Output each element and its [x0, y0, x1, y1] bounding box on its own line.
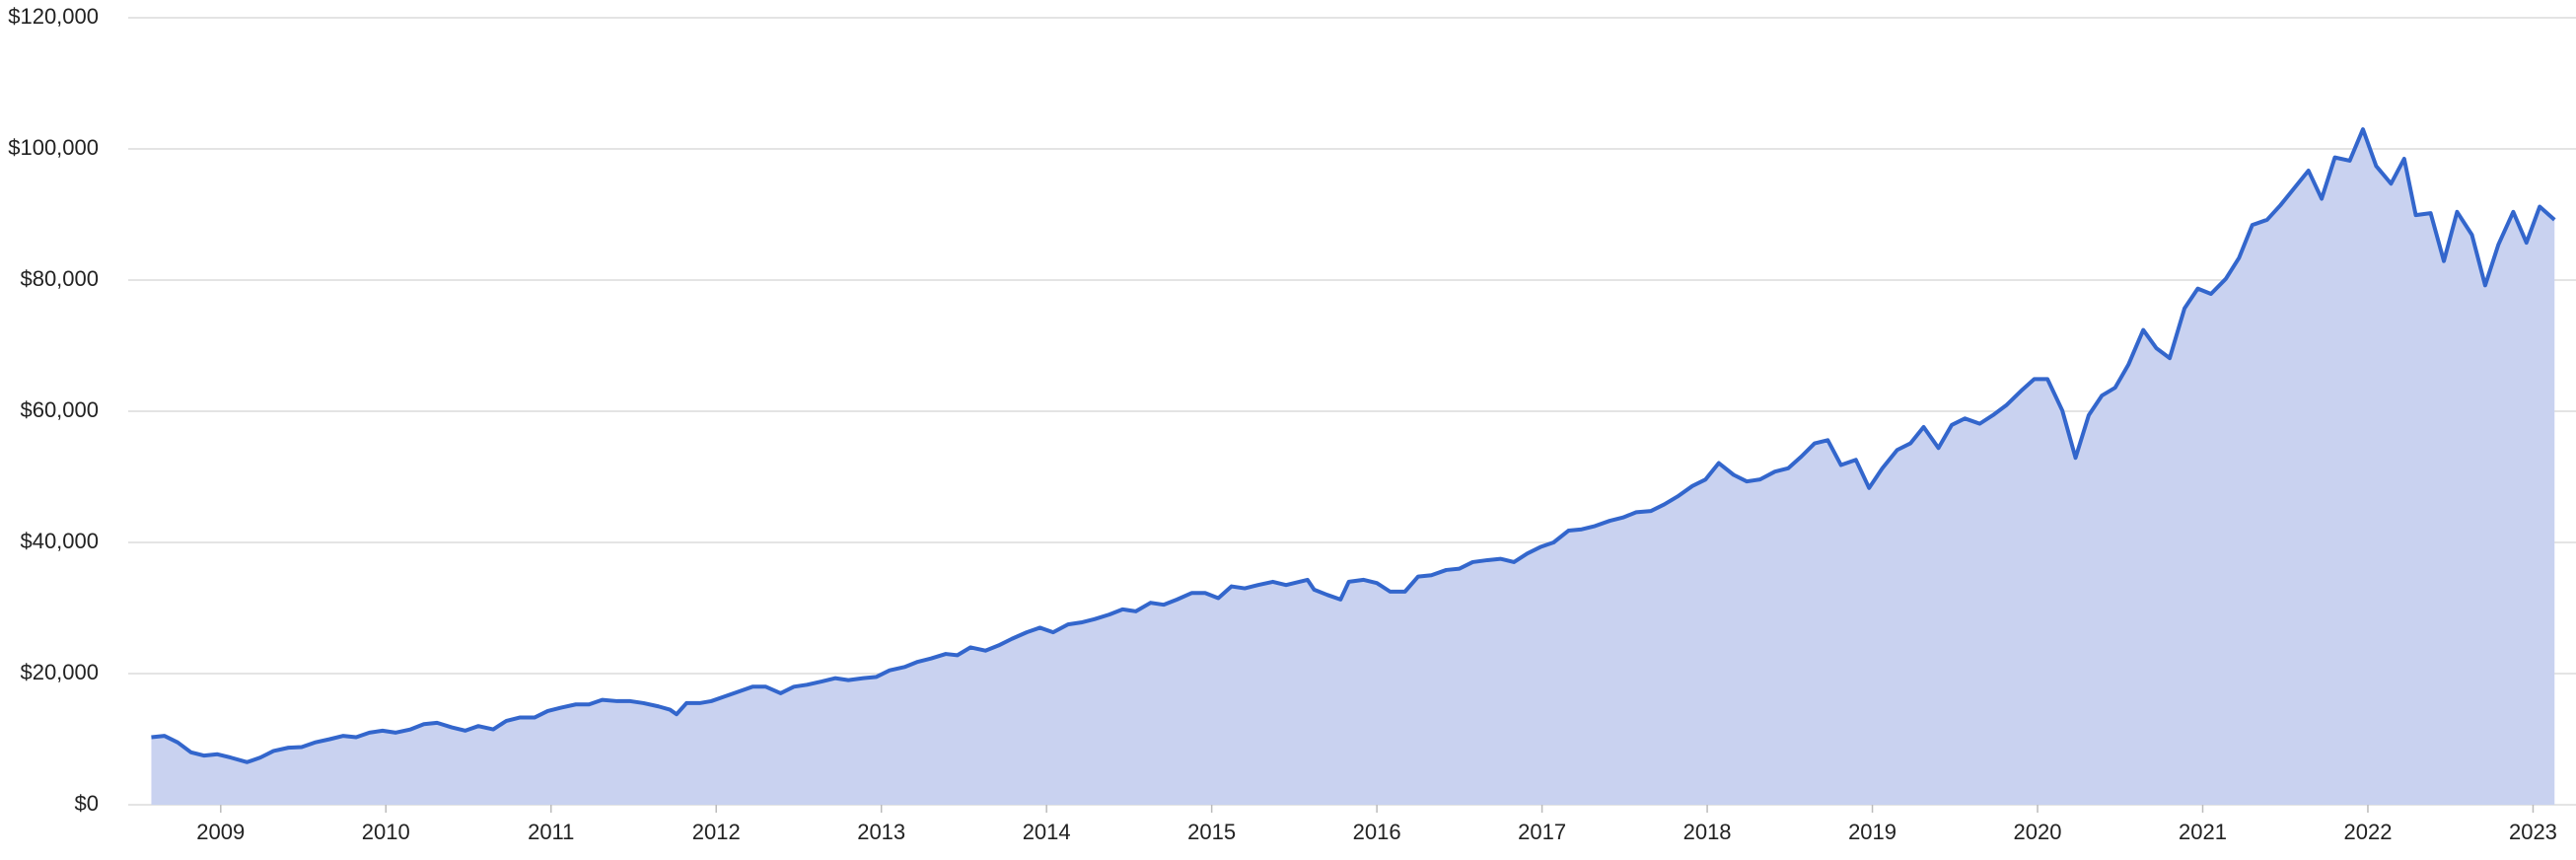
x-tick-label: 2017	[1518, 820, 1566, 844]
y-tick-label: $80,000	[20, 266, 99, 291]
area-line	[151, 127, 2556, 764]
y-tick-label: $0	[75, 791, 99, 816]
x-tick-label: 2021	[2179, 820, 2227, 844]
x-tick-label: 2012	[692, 820, 741, 844]
x-tick-label: 2015	[1187, 820, 1236, 844]
x-tick-label: 2020	[2014, 820, 2062, 844]
x-tick-label: 2016	[1353, 820, 1401, 844]
x-tick-label: 2009	[196, 820, 245, 844]
x-tick-label: 2010	[362, 820, 410, 844]
x-tick-label: 2019	[1848, 820, 1896, 844]
y-tick-label: $40,000	[20, 529, 99, 553]
y-tick-label: $60,000	[20, 397, 99, 422]
x-tick-label: 2013	[857, 820, 905, 844]
x-tick-label: 2018	[1683, 820, 1732, 844]
y-tick-label: $120,000	[8, 4, 99, 29]
x-tick-label: 2023	[2509, 820, 2557, 844]
x-tick-label: 2022	[2344, 820, 2393, 844]
y-tick-label: $100,000	[8, 135, 99, 160]
y-tick-label: $20,000	[20, 660, 99, 684]
x-tick-label: 2014	[1023, 820, 1071, 844]
area-fill	[151, 129, 2555, 806]
x-tick-label: 2011	[528, 820, 574, 844]
